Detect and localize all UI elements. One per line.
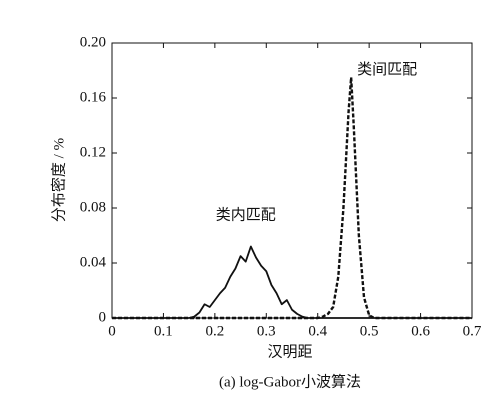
series-line xyxy=(112,76,472,320)
x-tick-label: 0.1 xyxy=(154,323,173,339)
x-tick-label: 0 xyxy=(108,323,116,339)
series-line xyxy=(112,245,472,319)
x-tick-label: 0.3 xyxy=(257,323,276,339)
y-tick-label: 0.20 xyxy=(80,34,106,50)
series-label: 类内匹配 xyxy=(216,207,276,224)
x-axis-label: 汉明距 xyxy=(267,343,312,360)
y-tick-label: 0.16 xyxy=(80,89,107,105)
x-tick-label: 0.2 xyxy=(205,323,224,339)
series-label: 类间匹配 xyxy=(357,61,417,78)
caption: (a) log-Gabor小波算法 xyxy=(219,372,361,390)
x-tick-label: 0.6 xyxy=(411,323,430,339)
y-tick-label: 0.12 xyxy=(80,144,106,160)
y-tick-label: 0.08 xyxy=(80,199,106,215)
plot-frame xyxy=(111,42,473,319)
x-tick-label: 0.4 xyxy=(308,323,327,339)
y-tick-label: 0 xyxy=(99,309,107,325)
y-axis-label: 分布密度 / % xyxy=(50,138,67,222)
x-tick-label: 0.7 xyxy=(463,323,482,339)
x-tick-label: 0.5 xyxy=(360,323,379,339)
y-tick-label: 0.04 xyxy=(80,254,107,270)
